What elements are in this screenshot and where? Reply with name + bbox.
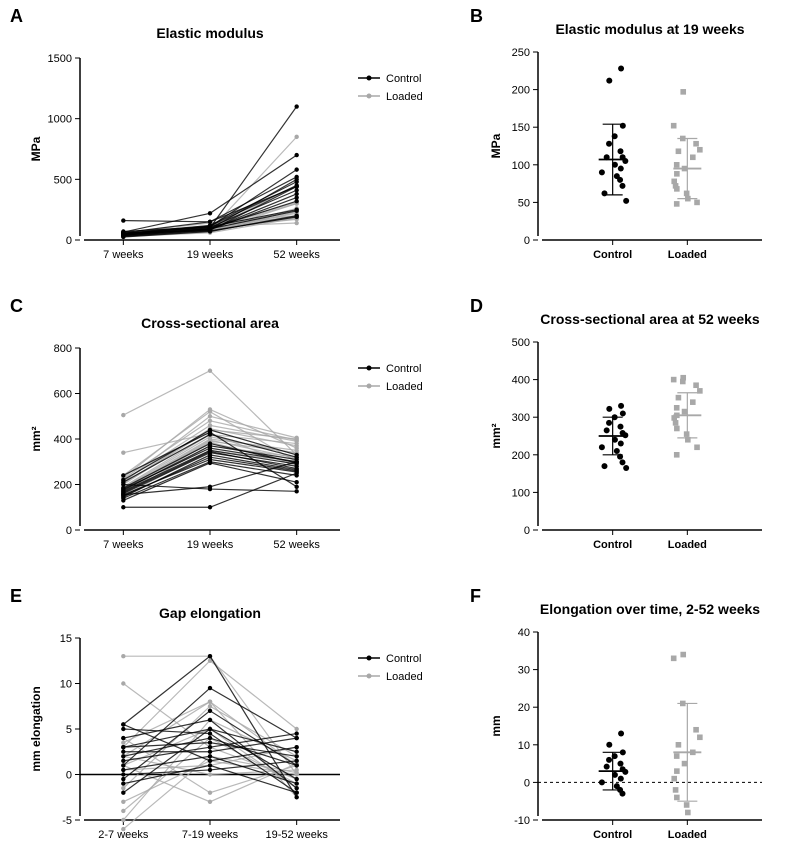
svg-text:0: 0: [524, 777, 530, 789]
svg-text:52 weeks: 52 weeks: [273, 539, 320, 551]
svg-text:1000: 1000: [48, 114, 72, 126]
svg-text:0: 0: [524, 525, 530, 537]
svg-text:MPa: MPa: [489, 133, 503, 158]
panel-A: Elastic modulus 0 500 1000 1500 7 weeks 19 wee…: [20, 20, 440, 280]
chart-D: Cross-sectional area at 52 weeks 0 100 200 3…: [480, 310, 780, 570]
svg-text:Control: Control: [593, 829, 632, 841]
svg-text:19 weeks: 19 weeks: [187, 539, 234, 551]
panel-E: Gap elongation-50510152-7 weeks7-19 week…: [20, 600, 440, 860]
panel-C: Cross-sectional area 0 200 400 600 800 7 weeks…: [20, 310, 440, 570]
svg-text:Loaded: Loaded: [668, 249, 707, 261]
svg-text:Elastic modulus at 19 weeks: Elastic modulus at 19 weeks: [555, 21, 744, 37]
svg-text:200: 200: [512, 450, 530, 462]
svg-text:150: 150: [512, 122, 530, 134]
svg-text:Control: Control: [386, 363, 421, 375]
chart-A: Elastic modulus 0 500 1000 1500 7 weeks 19 wee…: [20, 20, 440, 280]
svg-text:Control: Control: [386, 653, 421, 665]
panel-B: Elastic modulus at 19 weeks 0 50 100 150 200 2…: [480, 20, 780, 280]
svg-text:Control: Control: [593, 539, 632, 551]
svg-text:200: 200: [54, 480, 72, 492]
svg-text:Loaded: Loaded: [386, 91, 423, 103]
svg-text:5: 5: [66, 724, 72, 736]
svg-text:52 weeks: 52 weeks: [273, 249, 320, 261]
svg-text:500: 500: [54, 174, 72, 186]
chart-C: Cross-sectional area 0 200 400 600 800 7 weeks…: [20, 310, 440, 570]
svg-text:600: 600: [54, 389, 72, 401]
svg-text:MPa: MPa: [29, 136, 43, 161]
svg-text:Elastic modulus: Elastic modulus: [156, 25, 264, 41]
svg-text:1500: 1500: [48, 53, 72, 65]
svg-text:800: 800: [54, 343, 72, 355]
svg-text:mm²: mm²: [29, 426, 43, 451]
svg-text:Control: Control: [593, 249, 632, 261]
svg-text:mm elongation: mm elongation: [29, 686, 43, 771]
svg-text:10: 10: [60, 679, 72, 691]
svg-text:mm: mm: [489, 715, 503, 736]
svg-text:400: 400: [54, 434, 72, 446]
svg-text:200: 200: [512, 85, 530, 97]
svg-text:19-52 weeks: 19-52 weeks: [265, 829, 328, 841]
svg-text:Elongation over time, 2-52 wee: Elongation over time, 2-52 weeks: [540, 601, 760, 617]
svg-text:100: 100: [512, 160, 530, 172]
figure-grid: A Elastic modulus0500100015007 weeks19 w…: [0, 0, 789, 864]
svg-text:20: 20: [518, 702, 530, 714]
svg-text:0: 0: [66, 235, 72, 247]
svg-text:10: 10: [518, 740, 530, 752]
svg-text:0: 0: [66, 525, 72, 537]
svg-text:7 weeks: 7 weeks: [103, 539, 144, 551]
svg-text:500: 500: [512, 337, 530, 349]
svg-text:0: 0: [66, 770, 72, 782]
svg-text:300: 300: [512, 412, 530, 424]
svg-text:0: 0: [524, 235, 530, 247]
svg-text:Loaded: Loaded: [668, 829, 707, 841]
svg-text:mm²: mm²: [489, 423, 503, 448]
svg-text:7-19 weeks: 7-19 weeks: [182, 829, 239, 841]
chart-E: Gap elongation-50510152-7 weeks7-19 week…: [20, 600, 440, 860]
panel-F: Elongation over time, 2-52 weeks -10 0 10 20…: [480, 600, 780, 860]
svg-text:30: 30: [518, 665, 530, 677]
svg-text:250: 250: [512, 47, 530, 59]
chart-B: Elastic modulus at 19 weeks 0 50 100 150 200 2…: [480, 20, 780, 280]
svg-text:Cross-sectional area: Cross-sectional area: [141, 315, 279, 331]
svg-text:100: 100: [512, 487, 530, 499]
svg-text:50: 50: [518, 197, 530, 209]
svg-text:15: 15: [60, 633, 72, 645]
panel-D: Cross-sectional area at 52 weeks 0 100 200 3…: [480, 310, 780, 570]
svg-text:-5: -5: [62, 815, 72, 827]
svg-text:400: 400: [512, 375, 530, 387]
svg-text:Cross-sectional area at 52 wee: Cross-sectional area at 52 weeks: [540, 311, 760, 327]
svg-text:-10: -10: [514, 815, 530, 827]
chart-F: Elongation over time, 2-52 weeks -10 0 10 20…: [480, 600, 780, 860]
svg-text:Loaded: Loaded: [668, 539, 707, 551]
svg-text:40: 40: [518, 627, 530, 639]
svg-text:Gap elongation: Gap elongation: [159, 605, 261, 621]
svg-text:Loaded: Loaded: [386, 671, 423, 683]
svg-text:Loaded: Loaded: [386, 381, 423, 393]
svg-text:Control: Control: [386, 73, 421, 85]
svg-text:7 weeks: 7 weeks: [103, 249, 144, 261]
svg-text:19 weeks: 19 weeks: [187, 249, 234, 261]
